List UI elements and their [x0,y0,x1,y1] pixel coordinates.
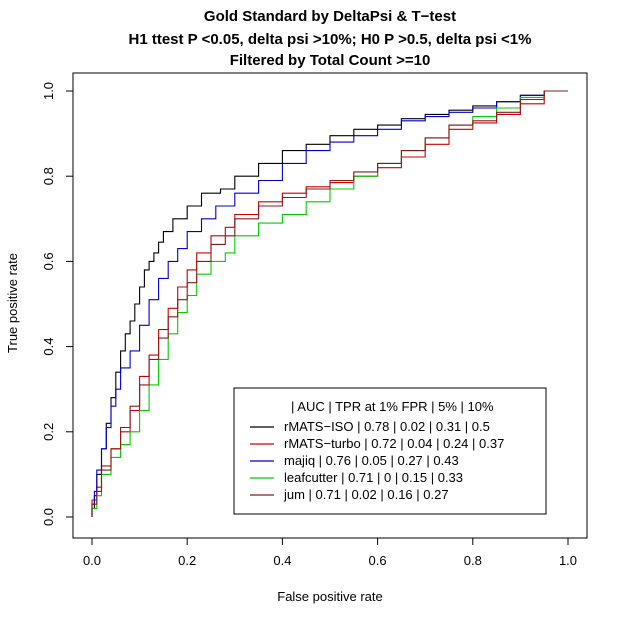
x-tick-label: 1.0 [559,553,577,568]
legend-entry-label: rMATS−ISO | 0.78 | 0.02 | 0.31 | 0.5 [284,419,490,434]
x-tick-label: 0.8 [464,553,482,568]
legend-entry-label: leafcutter | 0.71 | 0 | 0.15 | 0.33 [284,470,463,485]
legend-entry-label: jum | 0.71 | 0.02 | 0.16 | 0.27 [283,487,449,502]
series-group [91,90,568,517]
legend-entry-label: majiq | 0.76 | 0.05 | 0.27 | 0.43 [284,453,459,468]
y-axis: 0.0 0.2 0.4 0.6 0.8 1.0 [41,82,74,526]
x-axis-label: False positive rate [277,589,383,604]
x-tick-label: 0.4 [273,553,291,568]
series-line-1 [91,90,568,517]
y-tick-label: 0.0 [41,508,56,526]
legend-header: | AUC | TPR at 1% FPR | 5% | 10% [291,399,494,414]
legend: | AUC | TPR at 1% FPR | 5% | 10% rMATS−I… [233,387,547,515]
x-axis: 0.0 0.2 0.4 0.6 0.8 1.0 [83,537,577,568]
y-tick-label: 0.6 [41,252,56,270]
y-tick-label: 0.2 [41,423,56,441]
chart-title-line-3: Filtered by Total Count >=10 [230,52,431,69]
series-line-2 [91,90,568,517]
y-tick-label: 1.0 [41,82,56,100]
legend-box [233,387,547,515]
y-tick-label: 0.4 [41,338,56,356]
x-tick-label: 0.0 [83,553,101,568]
chart-title-line-2: H1 ttest P <0.05, delta psi >10%; H0 P >… [129,31,532,48]
legend-entries: rMATS−ISO | 0.78 | 0.02 | 0.31 | 0.5 rMAT… [250,419,504,502]
y-axis-label: True positive rate [5,253,20,353]
y-tick-label: 0.8 [41,167,56,185]
legend-entry-label: rMATS−turbo | 0.72 | 0.04 | 0.24 | 0.37 [284,436,504,451]
series-line-4 [91,90,568,517]
x-tick-label: 0.2 [178,553,196,568]
chart-title-line-1: Gold Standard by DeltaPsi & T−test [204,8,456,25]
x-tick-label: 0.6 [369,553,387,568]
